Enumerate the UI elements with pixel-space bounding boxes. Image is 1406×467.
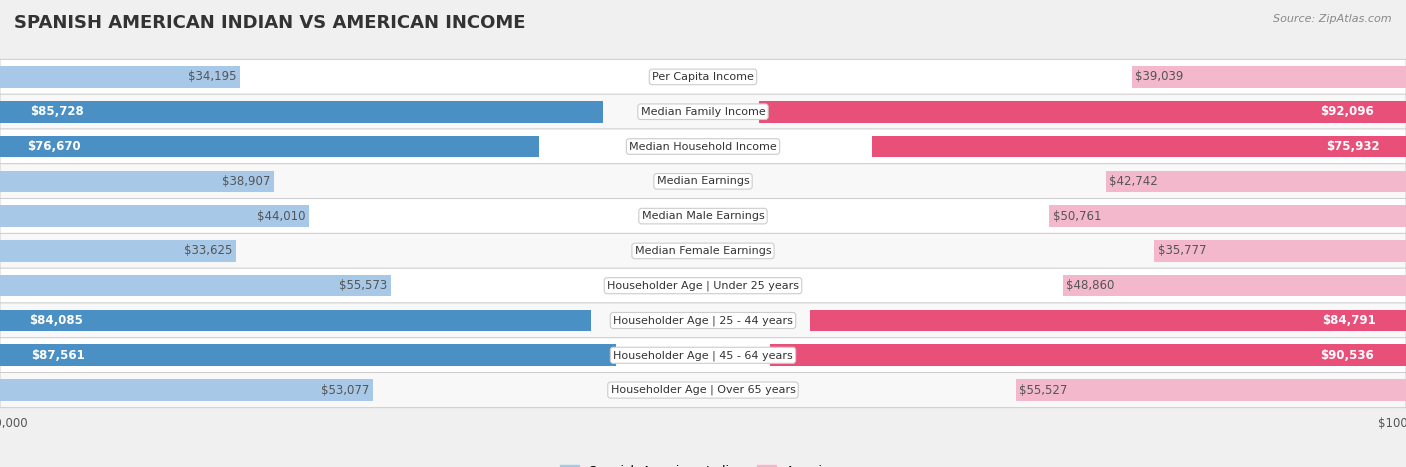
Bar (1132, 66, 1406, 88)
Text: $90,536: $90,536 (1320, 349, 1374, 362)
FancyBboxPatch shape (0, 129, 1406, 164)
FancyBboxPatch shape (0, 303, 1406, 338)
Bar (0, 101, 603, 122)
Legend: Spanish American Indian, American: Spanish American Indian, American (555, 460, 851, 467)
Bar (1154, 240, 1406, 262)
FancyBboxPatch shape (0, 164, 1406, 199)
FancyBboxPatch shape (0, 268, 1406, 303)
FancyBboxPatch shape (0, 198, 1406, 234)
Bar (0, 170, 274, 192)
Bar (0, 205, 309, 227)
Text: Householder Age | Over 65 years: Householder Age | Over 65 years (610, 385, 796, 396)
Text: $53,077: $53,077 (321, 383, 370, 396)
Bar (0, 310, 591, 331)
Text: $75,932: $75,932 (1326, 140, 1379, 153)
Bar (1049, 205, 1406, 227)
Bar (872, 136, 1406, 157)
Bar (0, 66, 240, 88)
Bar (0, 275, 391, 297)
Text: Householder Age | 45 - 64 years: Householder Age | 45 - 64 years (613, 350, 793, 361)
Text: $34,195: $34,195 (188, 71, 236, 84)
Bar (1015, 379, 1406, 401)
Bar (1105, 170, 1406, 192)
Text: $85,728: $85,728 (30, 105, 84, 118)
Text: $33,625: $33,625 (184, 244, 233, 257)
Text: Median Earnings: Median Earnings (657, 177, 749, 186)
Text: $55,527: $55,527 (1019, 383, 1067, 396)
Text: Median Male Earnings: Median Male Earnings (641, 211, 765, 221)
Bar (0, 136, 538, 157)
Text: $48,860: $48,860 (1066, 279, 1115, 292)
Text: SPANISH AMERICAN INDIAN VS AMERICAN INCOME: SPANISH AMERICAN INDIAN VS AMERICAN INCO… (14, 14, 526, 32)
Text: $55,573: $55,573 (339, 279, 387, 292)
Bar (0, 240, 236, 262)
Text: $76,670: $76,670 (27, 140, 80, 153)
Text: $35,777: $35,777 (1159, 244, 1206, 257)
FancyBboxPatch shape (0, 59, 1406, 94)
Text: Median Household Income: Median Household Income (628, 142, 778, 151)
Text: $92,096: $92,096 (1320, 105, 1374, 118)
Text: $84,085: $84,085 (30, 314, 83, 327)
Bar (0, 379, 373, 401)
FancyBboxPatch shape (0, 234, 1406, 269)
Text: Median Family Income: Median Family Income (641, 107, 765, 117)
Text: $39,039: $39,039 (1135, 71, 1184, 84)
Bar (810, 310, 1406, 331)
FancyBboxPatch shape (0, 338, 1406, 373)
Text: Per Capita Income: Per Capita Income (652, 72, 754, 82)
Text: Median Female Earnings: Median Female Earnings (634, 246, 772, 256)
Bar (1063, 275, 1406, 297)
Text: Householder Age | 25 - 44 years: Householder Age | 25 - 44 years (613, 315, 793, 326)
Text: Source: ZipAtlas.com: Source: ZipAtlas.com (1274, 14, 1392, 24)
Bar (759, 101, 1406, 122)
Text: $87,561: $87,561 (31, 349, 84, 362)
Text: Householder Age | Under 25 years: Householder Age | Under 25 years (607, 281, 799, 291)
FancyBboxPatch shape (0, 373, 1406, 408)
FancyBboxPatch shape (0, 94, 1406, 129)
Bar (0, 345, 616, 366)
Text: $44,010: $44,010 (257, 210, 307, 223)
Bar (769, 345, 1406, 366)
Text: $50,761: $50,761 (1053, 210, 1101, 223)
Text: $42,742: $42,742 (1109, 175, 1157, 188)
Text: $38,907: $38,907 (222, 175, 270, 188)
Text: $84,791: $84,791 (1323, 314, 1376, 327)
